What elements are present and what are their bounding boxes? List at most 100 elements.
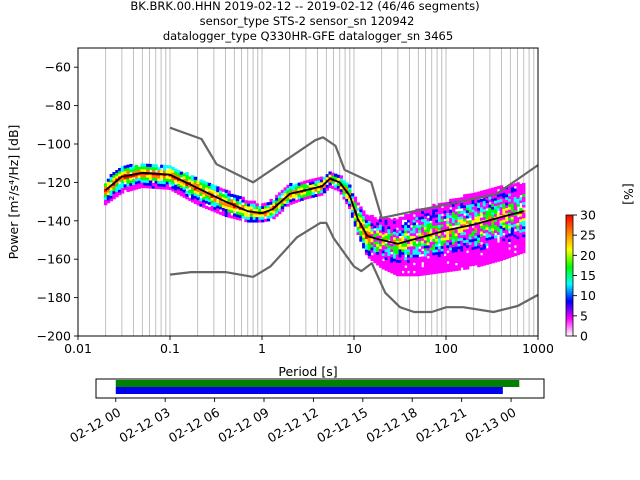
density-cell	[132, 173, 136, 177]
density-cell	[519, 248, 523, 252]
density-cell	[522, 201, 526, 205]
density-cell	[364, 227, 369, 231]
density-cell	[249, 208, 254, 212]
density-cell	[418, 232, 422, 236]
density-cell	[479, 260, 484, 264]
density-cell	[395, 273, 400, 277]
density-cell	[238, 201, 243, 205]
density-cell	[409, 262, 414, 266]
density-cell	[339, 186, 344, 190]
density-cell	[109, 179, 113, 183]
density-cell	[519, 221, 523, 225]
density-cell	[499, 252, 503, 256]
density-cell	[508, 254, 512, 259]
density-cell	[449, 239, 453, 243]
density-cell	[235, 216, 240, 220]
density-cell	[395, 251, 400, 255]
density-cell	[505, 207, 509, 211]
density-cell	[378, 262, 383, 266]
density-cell	[429, 217, 433, 221]
density-cell	[378, 251, 383, 255]
density-cell	[207, 201, 212, 205]
density-cell	[505, 215, 509, 219]
density-cell	[118, 170, 122, 174]
density-cell	[468, 209, 473, 213]
density-cell	[513, 210, 518, 214]
density-cell	[482, 230, 487, 234]
density-cell	[421, 269, 425, 274]
density-cell	[196, 194, 200, 198]
colorbar-tick-label: 10	[580, 288, 596, 303]
density-cell	[205, 184, 209, 188]
density-cell	[491, 257, 495, 261]
density-cell	[493, 254, 498, 258]
density-cell	[154, 167, 158, 171]
density-cell	[474, 213, 478, 217]
density-cell	[311, 194, 316, 198]
density-cell	[277, 208, 282, 212]
density-cell	[446, 266, 450, 270]
density-cell	[280, 208, 285, 212]
density-cell	[479, 249, 484, 253]
density-cell	[440, 237, 445, 241]
y-tick-label: −200	[37, 329, 71, 344]
density-cell	[432, 219, 436, 224]
density-cell	[516, 230, 520, 234]
density-cell	[412, 216, 417, 220]
density-cell	[491, 203, 495, 207]
density-cell	[398, 227, 402, 231]
density-cell	[162, 186, 167, 190]
density-cell	[421, 224, 425, 228]
density-cell	[289, 193, 293, 197]
density-cell	[353, 220, 358, 224]
density-cell	[421, 213, 425, 217]
density-cell	[471, 260, 475, 264]
density-cell	[435, 254, 439, 258]
density-cell	[412, 265, 417, 269]
density-cell	[516, 246, 520, 250]
density-cell	[387, 217, 391, 222]
density-cell	[429, 241, 433, 245]
density-cell	[485, 224, 489, 228]
density-cell	[216, 194, 220, 198]
density-cell	[415, 227, 419, 231]
density-cell	[334, 187, 338, 191]
density-cell	[522, 182, 526, 187]
density-cell	[437, 264, 442, 268]
density-cell	[508, 225, 512, 229]
density-cell	[339, 191, 344, 195]
density-cell	[384, 227, 388, 231]
density-cell	[457, 256, 461, 260]
density-cell	[479, 204, 484, 208]
density-cell	[522, 250, 526, 254]
density-cell	[398, 246, 402, 250]
density-cell	[376, 243, 380, 247]
density-cell	[432, 214, 436, 218]
density-cell	[437, 251, 442, 255]
density-cell	[426, 244, 431, 249]
density-cell	[449, 231, 453, 235]
density-cell	[491, 249, 495, 253]
density-cell	[190, 188, 195, 192]
density-cell	[289, 182, 293, 187]
density-cell	[451, 206, 456, 210]
density-cell	[202, 194, 206, 198]
density-cell	[440, 242, 445, 247]
density-cell	[297, 198, 301, 202]
density-cell	[390, 270, 394, 274]
density-cell	[401, 243, 405, 247]
density-cell	[493, 219, 498, 223]
density-cell	[468, 231, 473, 235]
density-cell	[336, 188, 341, 192]
density-cell	[216, 189, 220, 193]
density-cell	[370, 247, 374, 251]
density-cell	[106, 197, 111, 201]
density-cell	[432, 230, 436, 234]
density-cell	[362, 223, 366, 227]
plot-frame	[77, 47, 539, 337]
density-cell	[488, 188, 492, 192]
density-cell	[266, 204, 271, 208]
density-cell	[221, 196, 226, 200]
density-cell	[171, 169, 175, 173]
density-cell	[328, 182, 332, 186]
